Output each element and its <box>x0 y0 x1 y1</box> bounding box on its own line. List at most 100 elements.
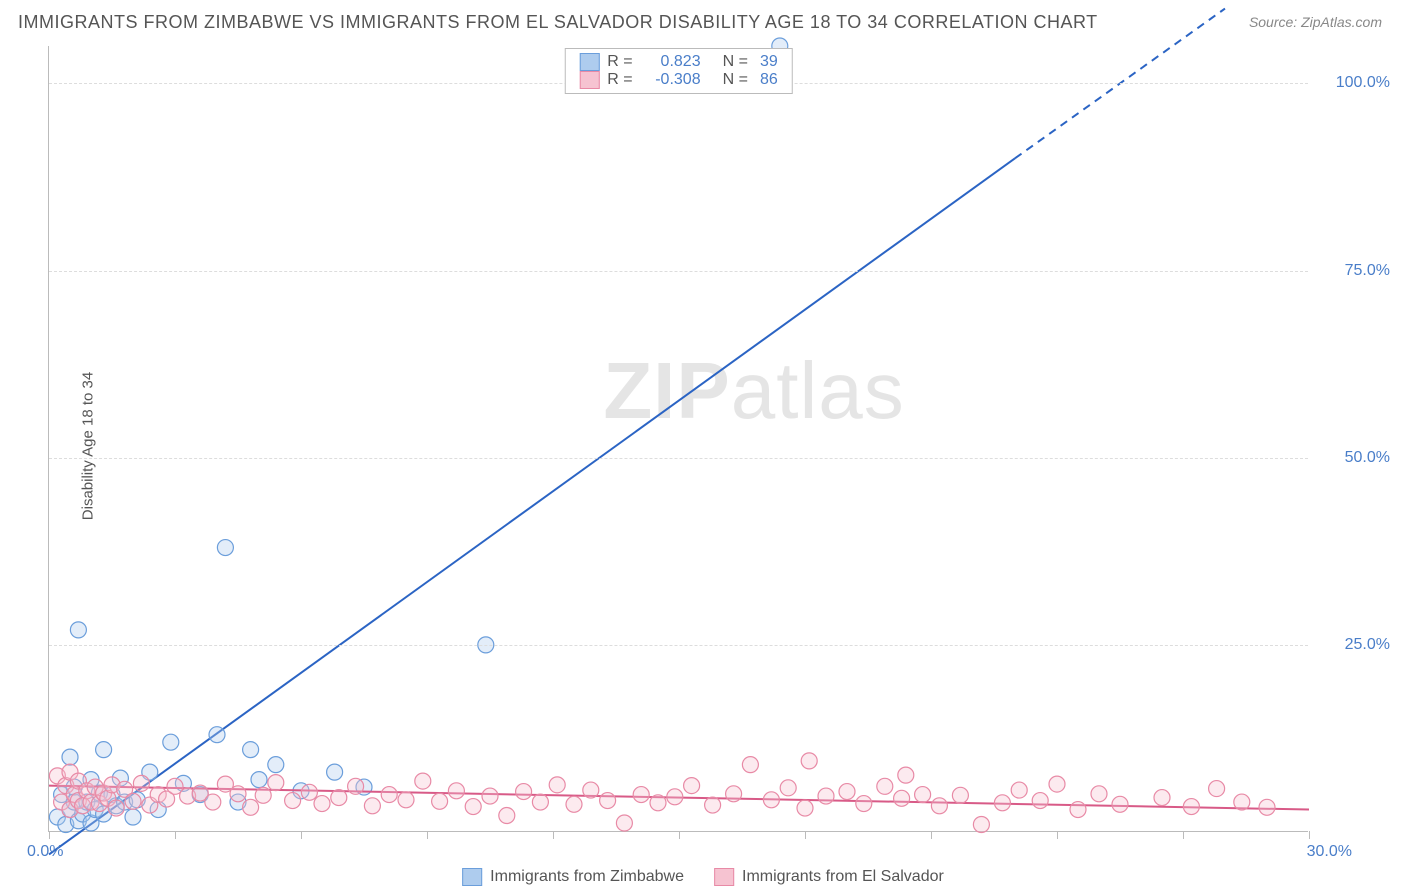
data-point-elsalvador <box>532 794 548 810</box>
data-point-elsalvador <box>243 799 259 815</box>
x-tick <box>805 831 806 839</box>
data-point-elsalvador <box>1154 790 1170 806</box>
data-point-elsalvador <box>726 786 742 802</box>
data-point-elsalvador <box>742 757 758 773</box>
x-tick <box>1183 831 1184 839</box>
data-point-zimbabwe <box>243 742 259 758</box>
data-point-elsalvador <box>1209 781 1225 797</box>
data-point-elsalvador <box>108 800 124 816</box>
data-point-zimbabwe <box>163 734 179 750</box>
data-point-elsalvador <box>931 798 947 814</box>
source-attribution: Source: ZipAtlas.com <box>1249 14 1382 30</box>
legend-label: Immigrants from Zimbabwe <box>490 868 684 886</box>
data-point-elsalvador <box>255 787 271 803</box>
data-point-elsalvador <box>566 796 582 812</box>
data-point-elsalvador <box>952 787 968 803</box>
data-point-elsalvador <box>482 788 498 804</box>
chart-plot-area: R =0.823 N =39 R =-0.308 N =86 ZIPatlas … <box>48 46 1308 832</box>
legend-item-zimbabwe: Immigrants from Zimbabwe <box>462 868 684 886</box>
data-point-elsalvador <box>125 793 141 809</box>
data-point-elsalvador <box>465 799 481 815</box>
data-point-zimbabwe <box>251 772 267 788</box>
data-point-elsalvador <box>1070 802 1086 818</box>
legend-item-elsalvador: Immigrants from El Salvador <box>714 868 944 886</box>
data-point-elsalvador <box>1091 786 1107 802</box>
x-tick <box>1309 831 1310 839</box>
data-point-elsalvador <box>448 783 464 799</box>
x-tick <box>301 831 302 839</box>
legend-swatch-icon <box>714 868 734 886</box>
data-point-elsalvador <box>133 775 149 791</box>
data-point-elsalvador <box>973 817 989 833</box>
x-tick <box>1057 831 1058 839</box>
data-point-elsalvador <box>705 797 721 813</box>
data-point-elsalvador <box>1032 793 1048 809</box>
data-point-elsalvador <box>285 793 301 809</box>
data-point-elsalvador <box>684 778 700 794</box>
data-point-elsalvador <box>818 788 834 804</box>
data-point-elsalvador <box>650 795 666 811</box>
data-point-elsalvador <box>1049 776 1065 792</box>
data-point-elsalvador <box>268 775 284 791</box>
data-point-elsalvador <box>348 778 364 794</box>
data-point-elsalvador <box>856 796 872 812</box>
data-point-elsalvador <box>583 782 599 798</box>
plot-svg <box>49 46 1308 831</box>
data-point-elsalvador <box>600 793 616 809</box>
data-point-elsalvador <box>230 786 246 802</box>
gridline <box>49 645 1308 646</box>
y-tick-label: 75.0% <box>1320 262 1390 280</box>
data-point-zimbabwe <box>209 727 225 743</box>
data-point-elsalvador <box>877 778 893 794</box>
data-point-elsalvador <box>499 808 515 824</box>
data-point-elsalvador <box>331 790 347 806</box>
data-point-elsalvador <box>381 787 397 803</box>
data-point-elsalvador <box>898 767 914 783</box>
legend-swatch-zimbabwe <box>579 53 599 71</box>
series-legend: Immigrants from Zimbabwe Immigrants from… <box>462 868 944 886</box>
data-point-elsalvador <box>301 784 317 800</box>
data-point-elsalvador <box>633 787 649 803</box>
data-point-elsalvador <box>364 798 380 814</box>
y-tick-label: 100.0% <box>1320 74 1390 92</box>
data-point-elsalvador <box>667 789 683 805</box>
data-point-elsalvador <box>398 792 414 808</box>
data-point-elsalvador <box>314 796 330 812</box>
x-tick <box>553 831 554 839</box>
data-point-elsalvador <box>780 780 796 796</box>
data-point-elsalvador <box>797 800 813 816</box>
y-tick-label: 50.0% <box>1320 449 1390 467</box>
data-point-zimbabwe <box>96 742 112 758</box>
x-tick <box>49 831 50 839</box>
data-point-elsalvador <box>1234 794 1250 810</box>
data-point-elsalvador <box>1259 799 1275 815</box>
legend-row-elsalvador: R =-0.308 N =86 <box>579 71 777 89</box>
data-point-elsalvador <box>994 795 1010 811</box>
x-tick <box>175 831 176 839</box>
data-point-zimbabwe <box>327 764 343 780</box>
data-point-zimbabwe <box>62 749 78 765</box>
data-point-elsalvador <box>205 794 221 810</box>
data-point-elsalvador <box>549 777 565 793</box>
chart-title: IMMIGRANTS FROM ZIMBABWE VS IMMIGRANTS F… <box>18 12 1098 33</box>
data-point-elsalvador <box>1112 796 1128 812</box>
correlation-legend: R =0.823 N =39 R =-0.308 N =86 <box>564 48 792 94</box>
x-tick-label: 0.0% <box>27 843 63 861</box>
data-point-elsalvador <box>801 753 817 769</box>
legend-swatch-elsalvador <box>579 71 599 89</box>
y-tick-label: 25.0% <box>1320 636 1390 654</box>
data-point-zimbabwe <box>125 809 141 825</box>
data-point-elsalvador <box>1011 782 1027 798</box>
legend-swatch-icon <box>462 868 482 886</box>
legend-label: Immigrants from El Salvador <box>742 868 944 886</box>
data-point-elsalvador <box>616 815 632 831</box>
gridline <box>49 458 1308 459</box>
data-point-elsalvador <box>894 790 910 806</box>
x-tick <box>679 831 680 839</box>
gridline <box>49 271 1308 272</box>
x-tick-label: 30.0% <box>1307 843 1352 861</box>
data-point-elsalvador <box>763 792 779 808</box>
data-point-elsalvador <box>839 784 855 800</box>
data-point-elsalvador <box>415 773 431 789</box>
data-point-elsalvador <box>516 784 532 800</box>
